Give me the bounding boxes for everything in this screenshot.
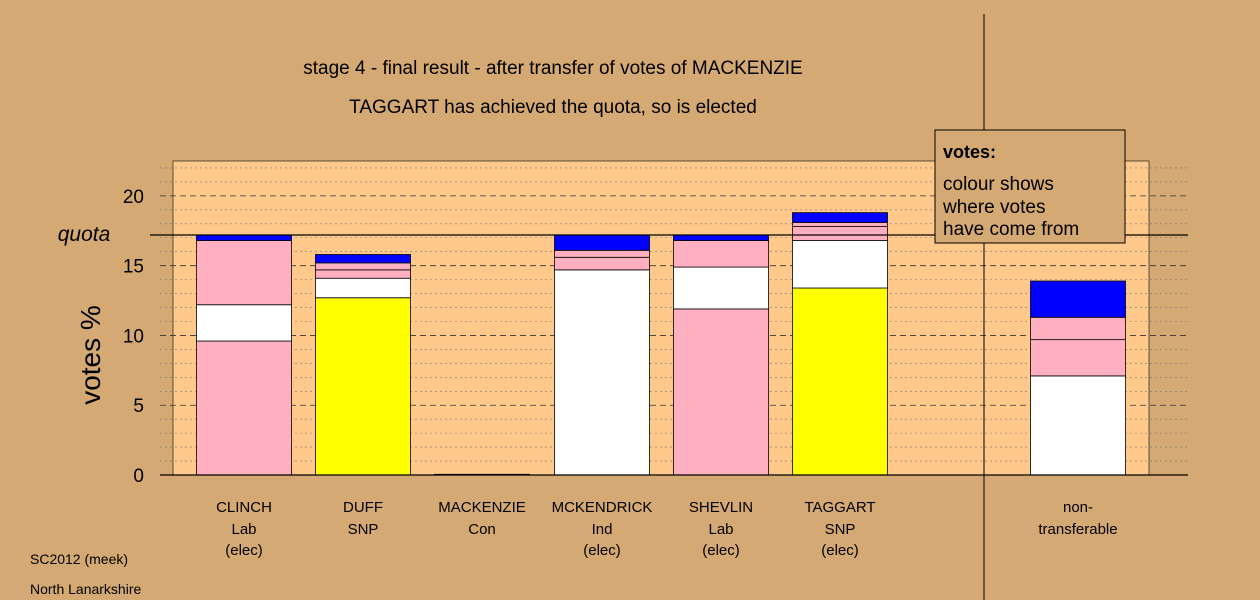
y-tick-label: 5 bbox=[133, 396, 144, 417]
category-party: SNP bbox=[825, 521, 856, 538]
bar-segment bbox=[792, 212, 888, 223]
footer-region: North Lanarkshire bbox=[30, 581, 141, 597]
bar-segment bbox=[792, 222, 888, 227]
y-ticks: 0 5 10 15 20 bbox=[123, 187, 144, 487]
category-status: (elec) bbox=[821, 542, 859, 559]
category-status: (elec) bbox=[583, 542, 621, 559]
category-party: Lab bbox=[708, 521, 733, 538]
y-tick-label: 10 bbox=[123, 326, 144, 347]
bar-segment bbox=[673, 266, 769, 310]
category-name: DUFF bbox=[343, 499, 383, 516]
bar-segment bbox=[1030, 280, 1126, 318]
bar-segment bbox=[792, 226, 888, 241]
category-status: (elec) bbox=[225, 542, 263, 559]
bar-segment bbox=[673, 234, 769, 241]
legend: votes: colour shows where votes have com… bbox=[934, 129, 1126, 244]
category-name: SHEVLIN bbox=[689, 499, 753, 516]
legend-heading: votes: bbox=[943, 142, 996, 162]
bar-segment bbox=[315, 297, 411, 476]
category-name: MACKENZIE bbox=[438, 499, 526, 516]
category-name: MCKENDRICK bbox=[552, 499, 653, 516]
bar-segment bbox=[315, 262, 411, 271]
bar-segment bbox=[792, 287, 888, 476]
legend-line-3: have come from bbox=[943, 219, 1079, 240]
legend-line-1: colour shows bbox=[943, 174, 1054, 195]
bar-segment bbox=[554, 256, 650, 271]
category-status: (elec) bbox=[702, 542, 740, 559]
bar-segment bbox=[315, 277, 411, 299]
bar-segment bbox=[1030, 339, 1126, 377]
bar-segment bbox=[196, 304, 292, 342]
legend-box bbox=[934, 129, 1126, 244]
bar-segment bbox=[554, 269, 650, 476]
bars bbox=[196, 212, 1126, 476]
bar-segment bbox=[315, 269, 411, 279]
quota-label: quota bbox=[58, 223, 111, 246]
bar-segment bbox=[792, 240, 888, 289]
y-tick-label: 15 bbox=[123, 257, 144, 278]
category-labels: CLINCH Lab (elec) DUFF SNP MACKENZIE Con MCKEND… bbox=[216, 499, 1118, 559]
bar-segment bbox=[196, 340, 292, 476]
category-name: TAGGART bbox=[804, 499, 875, 516]
category-name: non- bbox=[1063, 499, 1093, 516]
legend-line-2: where votes bbox=[942, 197, 1045, 218]
y-axis-label: votes % bbox=[75, 305, 106, 405]
chart-subtitle: TAGGART has achieved the quota, so is el… bbox=[349, 97, 757, 118]
category-party: Lab bbox=[231, 521, 256, 538]
y-tick-label: 0 bbox=[133, 466, 144, 487]
category-party: transferable bbox=[1038, 521, 1117, 538]
bar-segment bbox=[1030, 375, 1126, 476]
bar-segment bbox=[554, 234, 650, 251]
bar-segment bbox=[1030, 316, 1126, 341]
category-party: SNP bbox=[348, 521, 379, 538]
bar-segment bbox=[315, 254, 411, 264]
bar-segment bbox=[673, 308, 769, 476]
category-party: Con bbox=[468, 521, 496, 538]
bar-segment bbox=[554, 249, 650, 258]
bar-segment bbox=[673, 240, 769, 268]
bar-segment bbox=[196, 234, 292, 241]
bar-segment bbox=[196, 240, 292, 306]
category-party: Ind bbox=[592, 521, 613, 538]
y-tick-label: 20 bbox=[123, 187, 144, 208]
chart-title: stage 4 - final result - after transfer … bbox=[303, 58, 802, 79]
footer-source: SC2012 (meek) bbox=[30, 551, 128, 567]
category-name: CLINCH bbox=[216, 499, 272, 516]
